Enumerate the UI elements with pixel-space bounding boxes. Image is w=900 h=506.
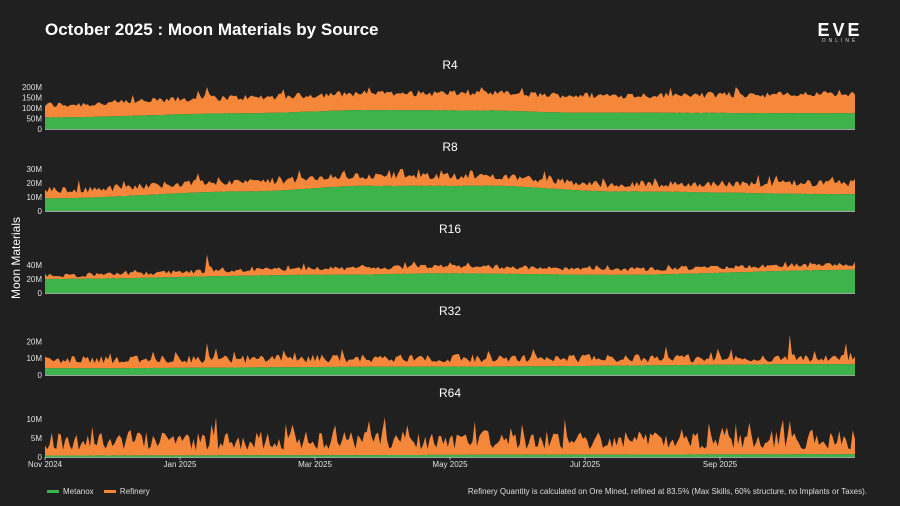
ytick-label-r32-0: 20M (26, 337, 42, 346)
xtick-label-2: Mar 2025 (298, 460, 332, 469)
ytick-label-r4-3: 50M (26, 115, 42, 124)
ytick-label-r64-1: 5M (31, 434, 42, 443)
ytick-label-r64-2: 0 (38, 453, 43, 462)
footnote: Refinery Quantity is calculated on Ore M… (467, 487, 867, 496)
refinery-area-r8 (45, 169, 855, 199)
metanox-area-r8 (45, 185, 855, 211)
refinery-area-r32 (45, 334, 855, 369)
eve-online-logo: EVE ONLINE (814, 20, 866, 44)
legend-swatch-refinery (103, 490, 116, 494)
refinery-area-r4 (45, 87, 855, 118)
legend: Metanox Refinery (47, 487, 158, 496)
ytick-label-r8-2: 10M (26, 193, 42, 202)
metanox-area-r64 (45, 454, 855, 457)
panel-title-r16: R16 (439, 222, 461, 236)
ytick-label-r16-2: 0 (38, 289, 43, 298)
ytick-label-r32-2: 0 (38, 371, 43, 380)
metanox-area-r4 (45, 110, 855, 129)
xtick-label-5: Sep 2025 (703, 460, 738, 469)
panel-title-r4: R4 (442, 58, 458, 72)
legend-item-metanox: Metanox (47, 487, 96, 496)
ytick-label-r4-0: 200M (22, 83, 42, 92)
ytick-label-r16-1: 20M (26, 275, 42, 284)
logo-subtext: ONLINE (821, 38, 859, 44)
ytick-label-r32-1: 10M (26, 354, 42, 363)
xtick-label-4: Jul 2025 (570, 460, 601, 469)
panel-title-r32: R32 (439, 304, 461, 318)
panel-title-r64: R64 (439, 386, 461, 400)
xtick-label-3: May 2025 (432, 460, 468, 469)
metanox-area-r16 (45, 269, 855, 293)
legend-label-refinery: Refinery (119, 487, 150, 496)
ytick-label-r8-0: 30M (26, 165, 42, 174)
ytick-label-r16-0: 40M (26, 261, 42, 270)
xtick-label-0: Nov 2024 (28, 460, 63, 469)
panel-title-r8: R8 (442, 140, 458, 154)
ytick-label-r8-3: 0 (38, 207, 43, 216)
legend-swatch-metanox (47, 490, 59, 494)
chart-title: October 2025 : Moon Materials by Source (45, 20, 379, 39)
ytick-label-r64-0: 10M (26, 415, 42, 424)
legend-item-refinery: Refinery (103, 487, 150, 496)
ytick-label-r4-1: 150M (22, 94, 42, 103)
ytick-label-r4-4: 0 (38, 125, 43, 134)
ytick-label-r4-2: 100M (22, 104, 42, 113)
refinery-area-r16 (45, 254, 855, 280)
logo-wordmark: EVE (817, 20, 863, 40)
metanox-area-r32 (45, 364, 855, 375)
xtick-label-1: Jan 2025 (164, 460, 197, 469)
refinery-area-r64 (45, 417, 855, 456)
legend-label-metanox: Metanox (63, 487, 94, 496)
ytick-label-r8-1: 20M (26, 179, 42, 188)
